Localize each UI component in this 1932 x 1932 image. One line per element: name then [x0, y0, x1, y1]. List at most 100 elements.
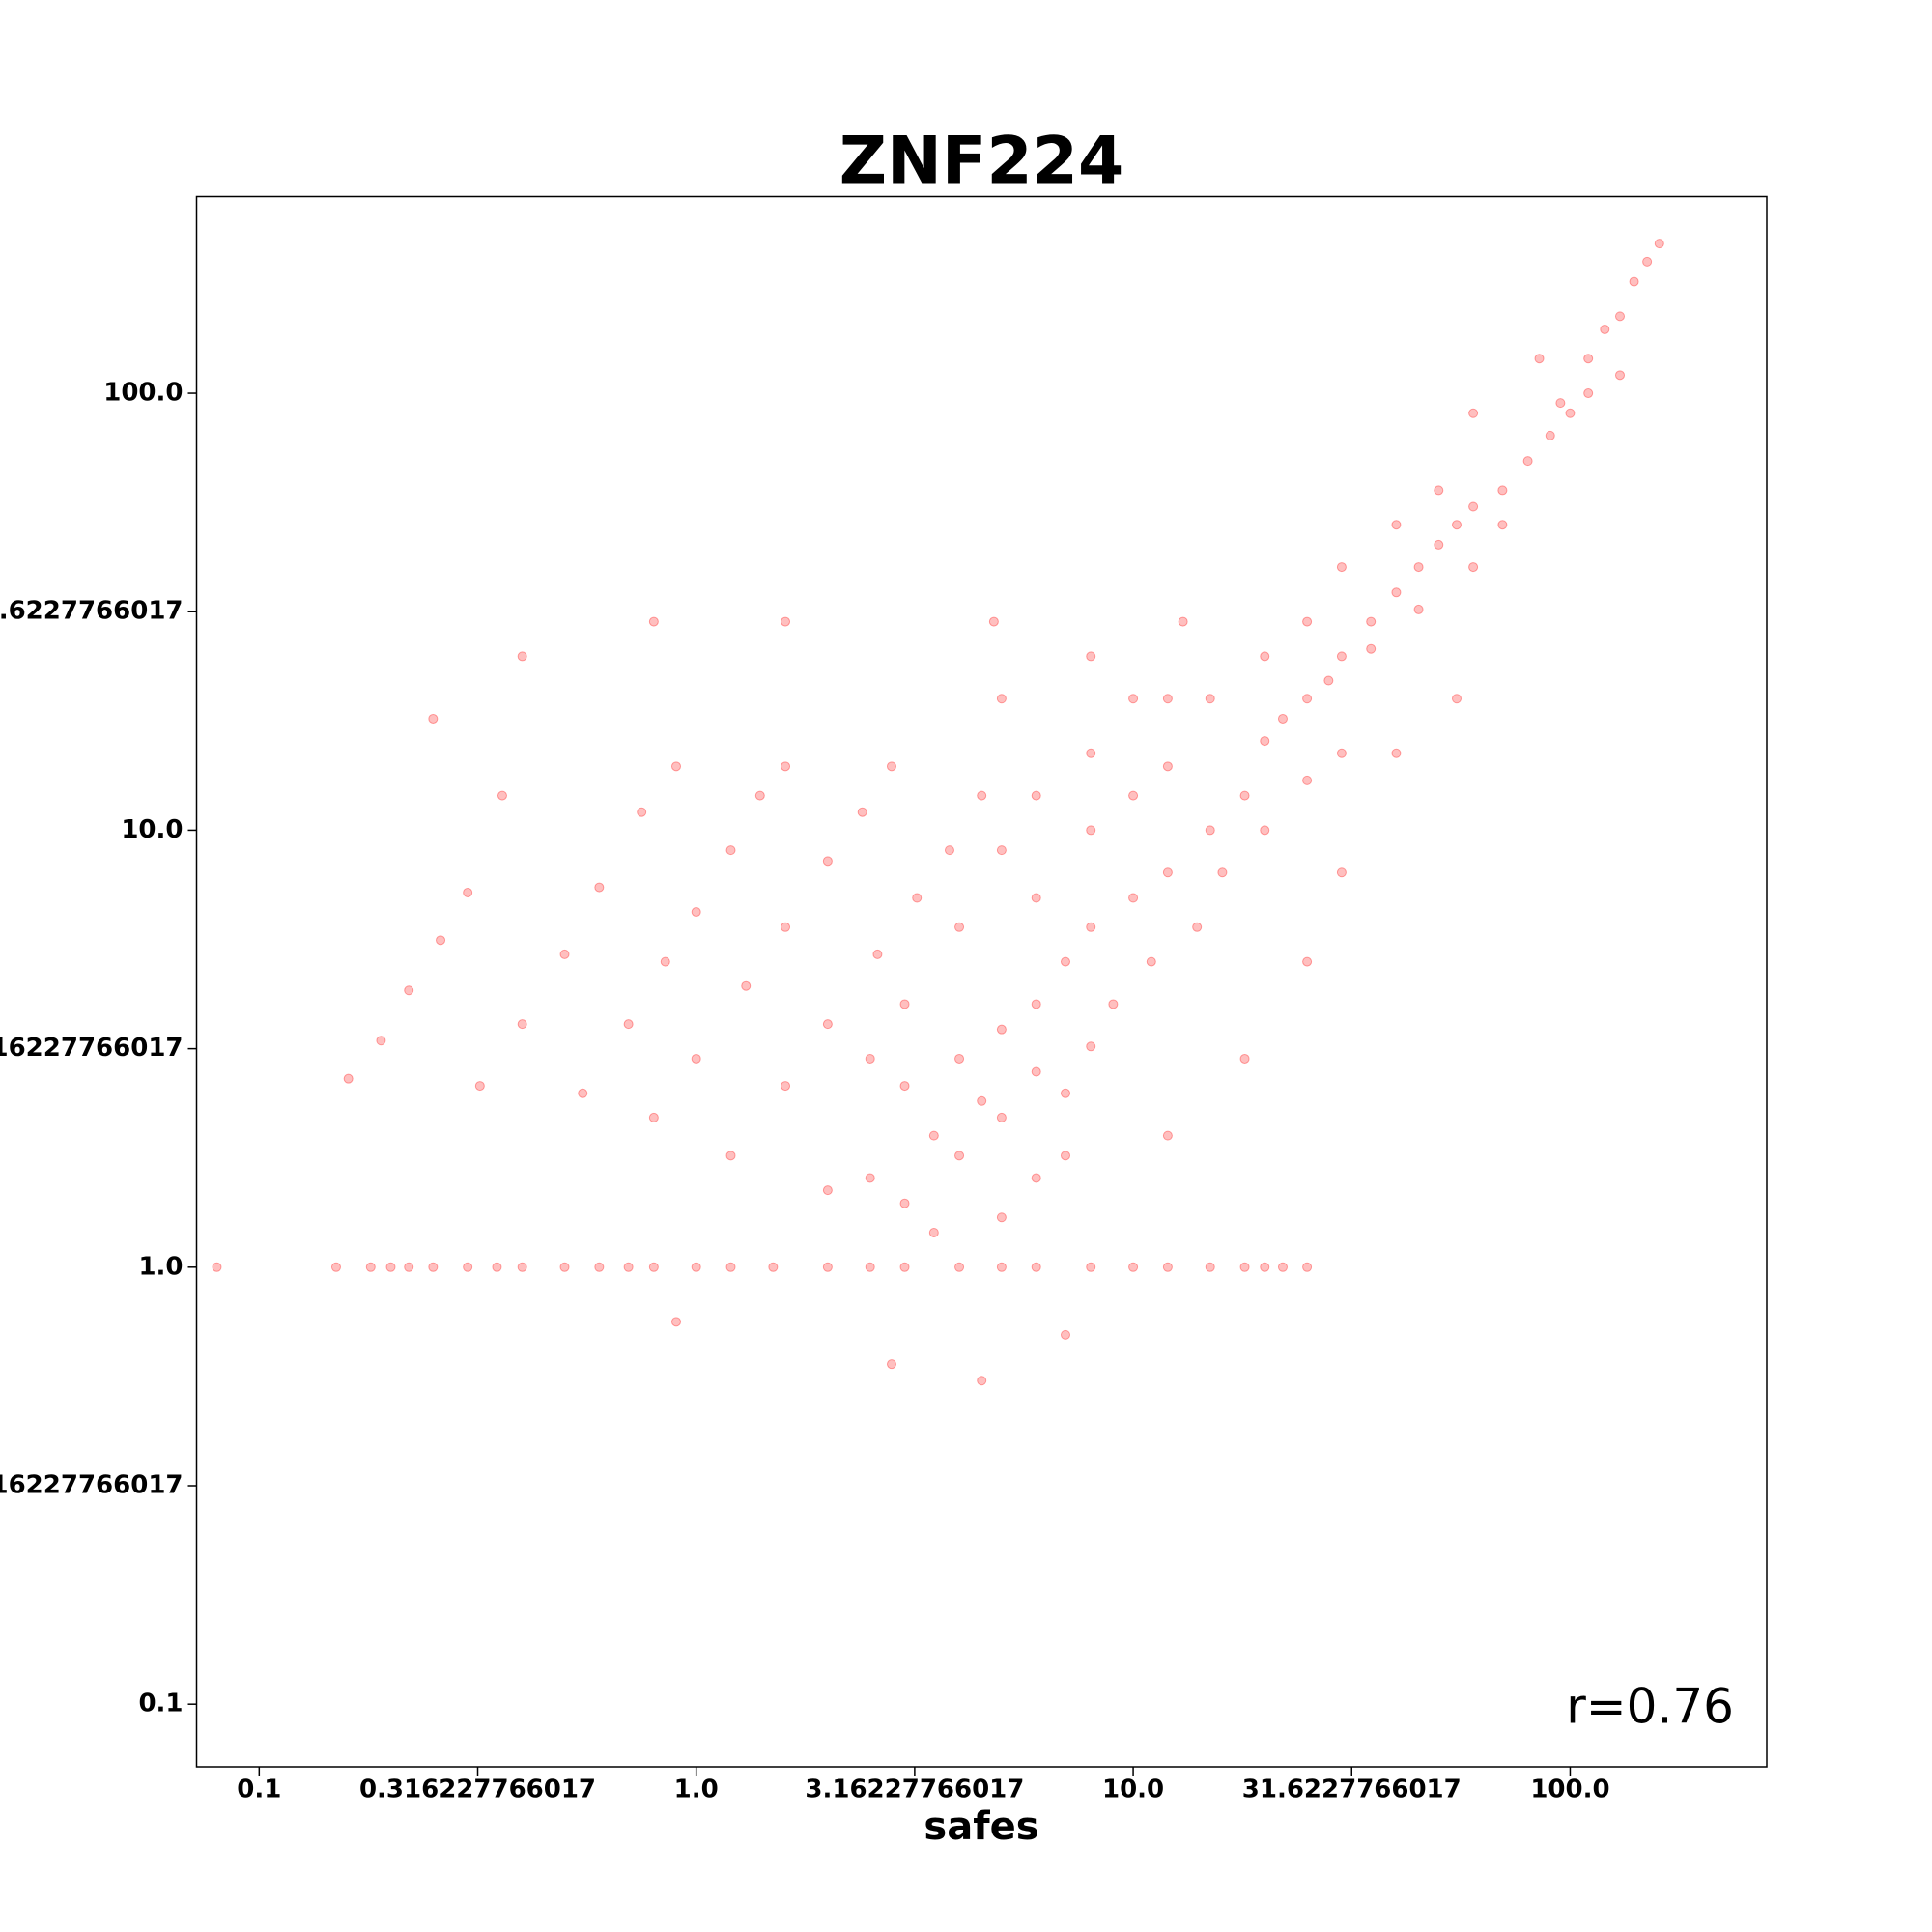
- point: [1086, 651, 1096, 662]
- point: [1031, 1262, 1041, 1272]
- point: [1413, 604, 1424, 614]
- point: [1565, 408, 1576, 418]
- point: [428, 713, 439, 724]
- point: [1434, 539, 1444, 550]
- point: [996, 1212, 1007, 1223]
- point: [1323, 675, 1334, 686]
- point: [1497, 520, 1508, 530]
- point: [768, 1262, 779, 1272]
- x-tick-label: 100.0: [1530, 1776, 1609, 1804]
- point: [1128, 694, 1139, 704]
- point: [954, 1262, 965, 1272]
- point: [1302, 694, 1313, 704]
- point: [474, 1081, 485, 1092]
- point: [463, 1262, 473, 1272]
- point: [977, 1095, 987, 1106]
- point: [623, 1262, 634, 1272]
- point: [463, 887, 473, 897]
- point: [1162, 694, 1173, 704]
- point: [637, 807, 647, 817]
- point: [404, 1262, 414, 1272]
- x-tick-label: 0.1: [237, 1776, 281, 1804]
- point: [954, 922, 965, 932]
- point: [1642, 256, 1653, 267]
- point: [1146, 956, 1156, 967]
- chart-title: ZNF224: [839, 124, 1124, 200]
- point: [660, 956, 670, 967]
- point: [1031, 893, 1041, 903]
- point: [1239, 1053, 1250, 1064]
- point: [1391, 748, 1402, 758]
- y-tick-label: 3.16227766017: [0, 1034, 184, 1063]
- point: [648, 1262, 659, 1272]
- point: [899, 1262, 910, 1272]
- point: [385, 1262, 396, 1272]
- x-tick-label: 0.316227766017: [359, 1776, 596, 1804]
- point: [928, 1130, 939, 1141]
- point: [1302, 775, 1313, 785]
- point: [670, 1317, 681, 1327]
- point: [912, 893, 923, 903]
- point: [559, 1262, 570, 1272]
- point: [944, 845, 954, 856]
- point: [1277, 1262, 1288, 1272]
- point: [1060, 1329, 1070, 1340]
- point: [857, 807, 867, 817]
- point: [1108, 999, 1119, 1009]
- point: [1391, 587, 1402, 598]
- point: [330, 1262, 341, 1272]
- point: [1205, 1262, 1215, 1272]
- point: [1302, 1262, 1313, 1272]
- point: [1128, 790, 1139, 801]
- point: [988, 616, 999, 627]
- point: [928, 1227, 939, 1237]
- point: [954, 1151, 965, 1161]
- point: [1086, 825, 1096, 836]
- point: [725, 1262, 736, 1272]
- point: [1239, 1262, 1250, 1272]
- point: [428, 1262, 439, 1272]
- point: [1086, 1041, 1096, 1052]
- point: [954, 1053, 965, 1064]
- point: [212, 1262, 222, 1272]
- point: [517, 651, 527, 662]
- point: [1615, 311, 1626, 322]
- point: [725, 1151, 736, 1161]
- point: [1413, 562, 1424, 573]
- point: [1205, 825, 1215, 836]
- x-tick-label: 10.0: [1102, 1776, 1164, 1804]
- point: [492, 1262, 502, 1272]
- point: [594, 1262, 605, 1272]
- point: [1162, 1262, 1173, 1272]
- point: [741, 980, 752, 991]
- point: [1654, 239, 1664, 249]
- point: [1336, 562, 1347, 573]
- point: [1600, 324, 1610, 334]
- point: [559, 949, 570, 959]
- point: [996, 1112, 1007, 1122]
- point: [781, 922, 791, 932]
- point: [365, 1262, 376, 1272]
- point: [1031, 790, 1041, 801]
- point: [1391, 520, 1402, 530]
- point: [517, 1262, 527, 1272]
- point: [1260, 651, 1270, 662]
- point: [996, 1024, 1007, 1035]
- point: [996, 694, 1007, 704]
- x-tick-label: 3.16227766017: [805, 1776, 1024, 1804]
- point: [865, 1173, 875, 1183]
- point: [376, 1036, 386, 1046]
- annotation: r=0.76: [1566, 1679, 1734, 1735]
- point: [1629, 276, 1639, 287]
- point: [1162, 761, 1173, 772]
- point: [691, 907, 701, 918]
- point: [1128, 893, 1139, 903]
- point: [691, 1262, 701, 1272]
- x-tick-label: 31.6227766017: [1242, 1776, 1462, 1804]
- point: [996, 1262, 1007, 1272]
- y-tick-label: 0.1: [138, 1690, 183, 1719]
- point: [1336, 867, 1347, 878]
- point: [1302, 616, 1313, 627]
